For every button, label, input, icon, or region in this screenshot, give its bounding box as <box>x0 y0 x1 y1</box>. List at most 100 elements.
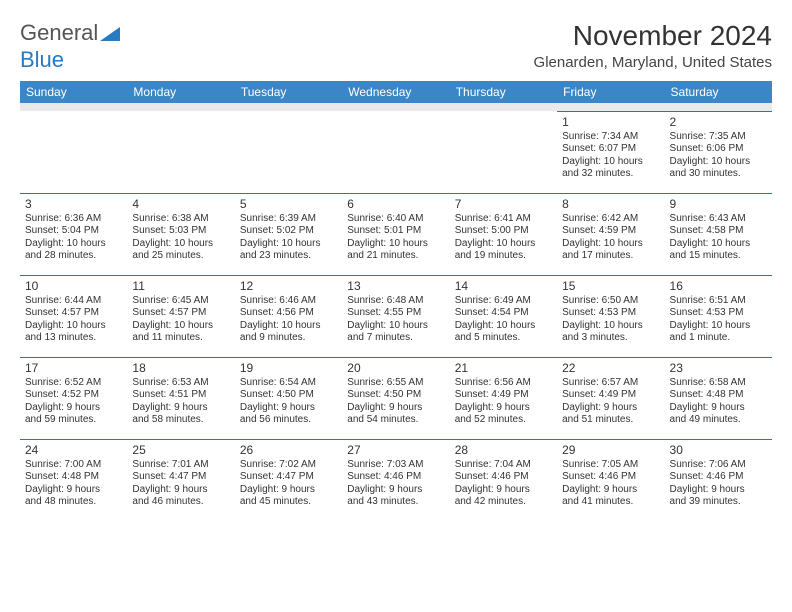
day-info: Daylight: 10 hours <box>132 320 229 333</box>
day-info: Sunrise: 6:38 AM <box>132 213 229 226</box>
day-info: Sunrise: 6:55 AM <box>347 377 444 390</box>
day-header: Wednesday <box>342 81 449 103</box>
day-info: and 15 minutes. <box>670 250 767 263</box>
calendar-week: 3Sunrise: 6:36 AMSunset: 5:04 PMDaylight… <box>20 193 772 275</box>
day-info: Sunrise: 6:41 AM <box>455 213 552 226</box>
day-info: and 21 minutes. <box>347 250 444 263</box>
day-info: Sunset: 4:52 PM <box>25 389 122 402</box>
day-info: Sunrise: 6:56 AM <box>455 377 552 390</box>
calendar-day: 19Sunrise: 6:54 AMSunset: 4:50 PMDayligh… <box>235 357 342 439</box>
day-number: 22 <box>562 361 659 376</box>
day-number: 24 <box>25 443 122 458</box>
calendar-day: 27Sunrise: 7:03 AMSunset: 4:46 PMDayligh… <box>342 439 449 521</box>
calendar-day-empty <box>450 111 557 193</box>
day-info: and 30 minutes. <box>670 168 767 181</box>
day-info: Sunrise: 7:34 AM <box>562 131 659 144</box>
day-info: Sunset: 4:58 PM <box>670 225 767 238</box>
header: General Blue November 2024 Glenarden, Ma… <box>20 20 772 73</box>
calendar-day: 20Sunrise: 6:55 AMSunset: 4:50 PMDayligh… <box>342 357 449 439</box>
calendar-day-empty <box>342 111 449 193</box>
day-number: 12 <box>240 279 337 294</box>
day-info: Sunrise: 7:04 AM <box>455 459 552 472</box>
day-number: 9 <box>670 197 767 212</box>
day-info: Sunset: 4:48 PM <box>25 471 122 484</box>
day-info: Sunrise: 6:51 AM <box>670 295 767 308</box>
day-number: 26 <box>240 443 337 458</box>
day-info: Daylight: 10 hours <box>670 238 767 251</box>
day-number: 1 <box>562 115 659 130</box>
day-info: Daylight: 9 hours <box>240 484 337 497</box>
day-info: Sunset: 4:55 PM <box>347 307 444 320</box>
day-info: and 39 minutes. <box>670 496 767 509</box>
day-info: and 42 minutes. <box>455 496 552 509</box>
day-info: Sunset: 6:07 PM <box>562 143 659 156</box>
day-info: and 5 minutes. <box>455 332 552 345</box>
day-info: Sunset: 4:53 PM <box>670 307 767 320</box>
day-number: 3 <box>25 197 122 212</box>
day-info: Sunrise: 7:03 AM <box>347 459 444 472</box>
day-info: and 56 minutes. <box>240 414 337 427</box>
day-info: Sunset: 6:06 PM <box>670 143 767 156</box>
day-number: 15 <box>562 279 659 294</box>
day-info: Daylight: 9 hours <box>562 402 659 415</box>
day-info: Daylight: 9 hours <box>132 484 229 497</box>
day-info: Daylight: 10 hours <box>670 320 767 333</box>
calendar-day: 22Sunrise: 6:57 AMSunset: 4:49 PMDayligh… <box>557 357 664 439</box>
day-info: and 13 minutes. <box>25 332 122 345</box>
day-info: Sunset: 4:49 PM <box>562 389 659 402</box>
day-info: Sunset: 4:56 PM <box>240 307 337 320</box>
day-info: Daylight: 9 hours <box>240 402 337 415</box>
calendar-day: 29Sunrise: 7:05 AMSunset: 4:46 PMDayligh… <box>557 439 664 521</box>
day-info: Daylight: 9 hours <box>670 484 767 497</box>
calendar-day: 15Sunrise: 6:50 AMSunset: 4:53 PMDayligh… <box>557 275 664 357</box>
day-header: Thursday <box>450 81 557 103</box>
day-info: and 11 minutes. <box>132 332 229 345</box>
day-info: Sunrise: 6:42 AM <box>562 213 659 226</box>
day-number: 29 <box>562 443 659 458</box>
day-info: Daylight: 10 hours <box>562 156 659 169</box>
day-info: Sunset: 4:51 PM <box>132 389 229 402</box>
day-info: Sunrise: 6:50 AM <box>562 295 659 308</box>
day-number: 13 <box>347 279 444 294</box>
day-number: 4 <box>132 197 229 212</box>
day-info: Sunset: 4:57 PM <box>132 307 229 320</box>
day-info: Sunrise: 6:48 AM <box>347 295 444 308</box>
month-title: November 2024 <box>534 20 772 52</box>
day-number: 8 <box>562 197 659 212</box>
day-info: Sunrise: 6:44 AM <box>25 295 122 308</box>
calendar-day: 11Sunrise: 6:45 AMSunset: 4:57 PMDayligh… <box>127 275 234 357</box>
calendar-day: 26Sunrise: 7:02 AMSunset: 4:47 PMDayligh… <box>235 439 342 521</box>
calendar-day-empty <box>127 111 234 193</box>
day-info: and 17 minutes. <box>562 250 659 263</box>
day-header: Monday <box>127 81 234 103</box>
day-info: and 1 minute. <box>670 332 767 345</box>
day-number: 28 <box>455 443 552 458</box>
logo: General Blue <box>20 20 120 73</box>
calendar-week: 17Sunrise: 6:52 AMSunset: 4:52 PMDayligh… <box>20 357 772 439</box>
day-info: Sunrise: 6:40 AM <box>347 213 444 226</box>
day-number: 20 <box>347 361 444 376</box>
day-info: and 46 minutes. <box>132 496 229 509</box>
day-info: Daylight: 10 hours <box>562 238 659 251</box>
day-info: Daylight: 10 hours <box>240 238 337 251</box>
calendar-day: 13Sunrise: 6:48 AMSunset: 4:55 PMDayligh… <box>342 275 449 357</box>
calendar-day: 3Sunrise: 6:36 AMSunset: 5:04 PMDaylight… <box>20 193 127 275</box>
day-info: Sunset: 4:49 PM <box>455 389 552 402</box>
day-number: 18 <box>132 361 229 376</box>
day-number: 27 <box>347 443 444 458</box>
day-info: Sunrise: 6:53 AM <box>132 377 229 390</box>
day-header: Friday <box>557 81 664 103</box>
day-number: 2 <box>670 115 767 130</box>
day-number: 7 <box>455 197 552 212</box>
day-header-row: SundayMondayTuesdayWednesdayThursdayFrid… <box>20 81 772 103</box>
calendar-day: 5Sunrise: 6:39 AMSunset: 5:02 PMDaylight… <box>235 193 342 275</box>
calendar-day: 21Sunrise: 6:56 AMSunset: 4:49 PMDayligh… <box>450 357 557 439</box>
day-info: Sunset: 4:46 PM <box>455 471 552 484</box>
calendar-day: 16Sunrise: 6:51 AMSunset: 4:53 PMDayligh… <box>665 275 772 357</box>
day-info: Daylight: 10 hours <box>562 320 659 333</box>
logo-word2: Blue <box>20 47 64 72</box>
day-info: Sunrise: 7:01 AM <box>132 459 229 472</box>
day-info: Daylight: 9 hours <box>347 402 444 415</box>
day-header: Tuesday <box>235 81 342 103</box>
day-info: and 48 minutes. <box>25 496 122 509</box>
